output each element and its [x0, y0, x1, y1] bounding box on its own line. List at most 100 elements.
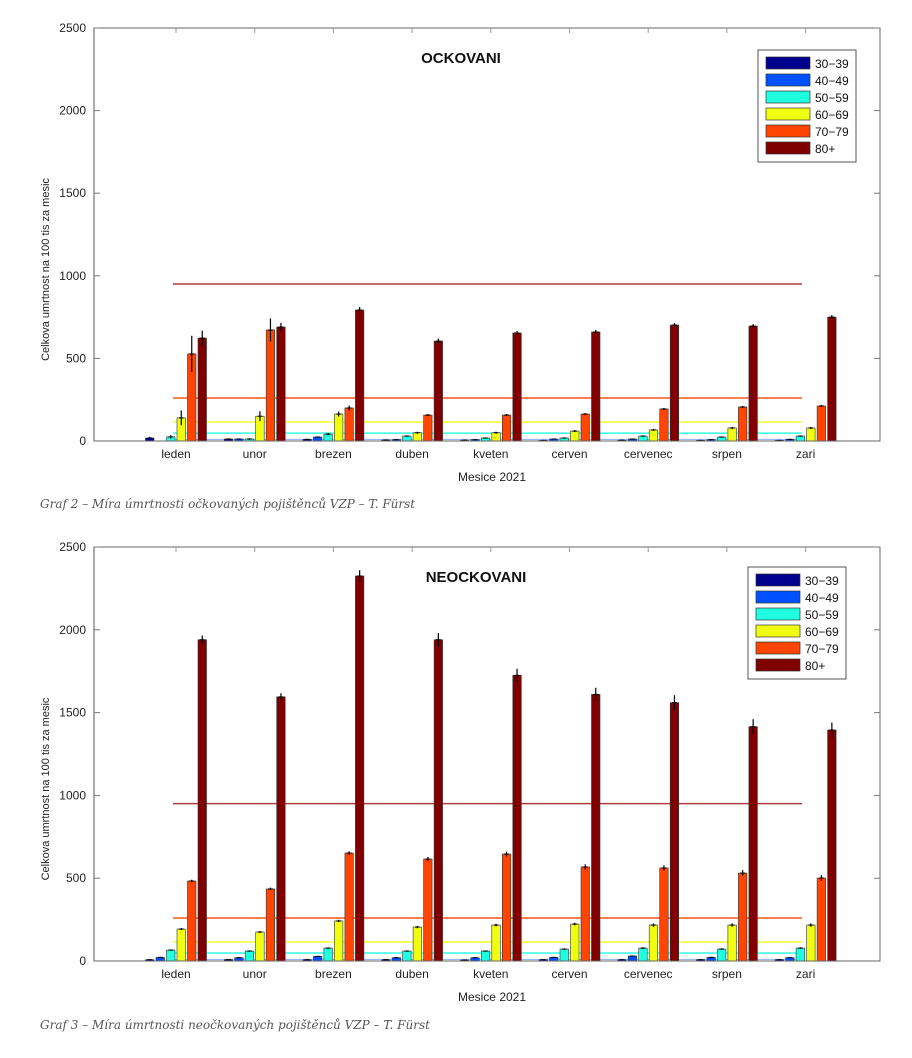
y-tick-label: 2000 [59, 104, 86, 118]
bar-40-49-leden [155, 957, 165, 962]
legend-swatch-50-59 [765, 90, 811, 104]
legend-label-30-39: 30−39 [815, 57, 849, 71]
bar-70-79-srpen [738, 872, 748, 962]
bar-80+-cerven [591, 331, 601, 442]
y-tick-label: 1500 [59, 706, 86, 720]
bar-40-49-srpen [706, 957, 716, 962]
legend-swatch-40-49 [765, 73, 811, 87]
bar-80+-cerven [591, 694, 601, 962]
bar-50-59-duben [402, 435, 412, 442]
legend-swatch-80+ [755, 658, 801, 672]
caption-graf-2: Graf 2 – Míra úmrtnosti očkovaných pojiš… [40, 497, 416, 511]
bar-60-69-zari [806, 427, 816, 442]
bar-70-79-cerven [580, 413, 590, 442]
bar-50-59-cervenec [638, 435, 648, 442]
legend-label-80+: 80+ [815, 142, 835, 156]
bar-50-59-zari [795, 435, 805, 442]
x-tick-label: zari [796, 967, 815, 981]
bar-70-79-unor [265, 329, 276, 442]
legend-swatch-60-69 [765, 107, 811, 121]
bar-80+-leden [197, 337, 207, 442]
bar-60-69-cervenec [648, 429, 659, 442]
bar-80+-cervenec [669, 324, 680, 442]
legend: 30−39 40−49 50−59 60−69 70−79 80+ [757, 49, 857, 163]
bar-60-69-duben [412, 432, 422, 442]
x-tick-label: srpen [712, 447, 742, 461]
bar-60-69-leden [176, 928, 186, 962]
legend-label-70-79: 70−79 [805, 642, 839, 656]
x-tick-label: cervenec [624, 447, 673, 461]
chart-ockovani-svg: 0 500 1000 1500 2000 2500 leden unor brezen duben… [40, 21, 881, 484]
bar-40-49-cervenec [627, 955, 638, 962]
bar-40-49-cerven [549, 957, 559, 962]
bar-50-59-srpen [717, 948, 727, 962]
bar-70-79-brezen [344, 407, 354, 442]
legend-swatch-50-59 [755, 607, 801, 621]
y-tick-label: 500 [66, 871, 86, 885]
y-tick-label: 0 [79, 434, 86, 448]
bar-50-59-brezen [323, 947, 333, 962]
bar-80+-duben [433, 340, 443, 442]
bar-60-69-cervenec [648, 924, 659, 962]
y-tick-label: 2500 [59, 21, 86, 35]
bar-40-49-brezen [313, 956, 323, 962]
bar-70-79-zari [816, 877, 826, 962]
bar-80+-kveten [512, 675, 522, 962]
x-axis-label: Mesice 2021 [458, 470, 526, 484]
y-axis-label: Celkova umrtnost na 100 tis za mesic [40, 697, 52, 880]
legend-swatch-70-79 [765, 124, 811, 138]
x-tick-label: unor [243, 967, 267, 981]
legend-label-40-49: 40−49 [805, 591, 839, 605]
bar-60-69-srpen [727, 924, 737, 962]
legend-label-50-59: 50−59 [805, 608, 839, 622]
x-tick-label: kveten [473, 967, 508, 981]
bar-60-69-brezen [334, 413, 344, 442]
y-tick-label: 1500 [59, 186, 86, 200]
bar-60-69-srpen [727, 427, 737, 442]
bar-70-79-duben [423, 858, 433, 962]
legend-label-40-49: 40−49 [815, 74, 849, 88]
legend-label-70-79: 70−79 [815, 125, 849, 139]
bar-60-69-kveten [491, 432, 501, 442]
x-tick-label: srpen [712, 967, 742, 981]
bar-50-59-zari [795, 947, 805, 962]
legend-label-80+: 80+ [805, 659, 825, 673]
bar-60-69-cerven [570, 923, 580, 962]
bar-80+-brezen [355, 309, 365, 442]
x-tick-label: leden [161, 967, 190, 981]
bar-50-59-leden [166, 949, 176, 962]
bar-70-79-unor [265, 888, 276, 962]
bar-80+-srpen [748, 726, 758, 962]
chart-neockovani: 0 500 1000 1500 2000 2500 leden unor brezen duben… [0, 520, 912, 1010]
bar-80+-cervenec [669, 702, 680, 962]
y-tick-label: 0 [79, 954, 86, 968]
bar-70-79-cervenec [659, 408, 669, 442]
bar-70-79-duben [423, 414, 433, 442]
x-tick-label: leden [161, 447, 190, 461]
legend-label-60-69: 60−69 [805, 625, 839, 639]
bar-60-69-duben [412, 926, 422, 962]
legend-label-50-59: 50−59 [815, 91, 849, 105]
x-tick-label: unor [243, 447, 267, 461]
x-tick-label: cerven [551, 447, 587, 461]
bar-80+-kveten [512, 332, 522, 442]
y-tick-label: 2000 [59, 623, 86, 637]
bar-60-69-cerven [570, 430, 580, 442]
bar-70-79-zari [816, 405, 826, 442]
bar-50-59-kveten [480, 950, 491, 962]
legend-swatch-70-79 [755, 641, 801, 655]
bar-70-79-srpen [738, 406, 748, 442]
x-tick-label: duben [395, 447, 428, 461]
chart-neockovani-svg: 0 500 1000 1500 2000 2500 leden unor brezen duben… [40, 540, 881, 1004]
legend-swatch-60-69 [755, 624, 801, 638]
bar-60-69-unor [255, 931, 265, 962]
x-tick-label: kveten [473, 447, 508, 461]
bar-70-79-kveten [501, 414, 512, 442]
bar-80+-unor [276, 326, 286, 442]
bar-80+-unor [276, 696, 286, 962]
bar-80+-duben [433, 639, 443, 962]
bar-70-79-cervenec [659, 867, 669, 962]
bar-50-59-unor [244, 950, 254, 962]
bar-80+-srpen [748, 325, 758, 442]
x-tick-label: cerven [551, 967, 587, 981]
